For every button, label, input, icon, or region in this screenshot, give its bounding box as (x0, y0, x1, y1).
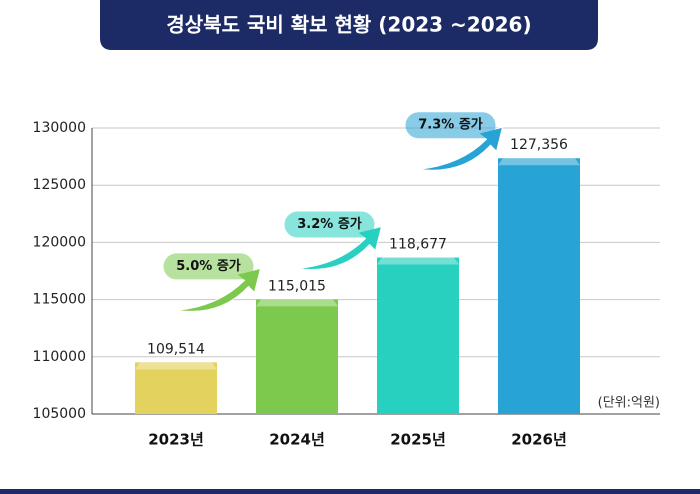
bar-cap (256, 299, 338, 307)
x-tick-label: 2024년 (269, 431, 325, 449)
bar-cap (377, 257, 459, 265)
unit-label: (단위:억원) (598, 396, 660, 411)
y-tick-label: 120000 (33, 234, 86, 250)
growth-arrow (418, 126, 504, 171)
y-tick-label: 125000 (33, 177, 86, 193)
bar (135, 362, 217, 414)
bar (377, 257, 459, 414)
annotation-pill (405, 112, 496, 139)
bar (256, 299, 338, 414)
x-tick-label: 2026년 (511, 431, 567, 449)
bottom-border (0, 489, 700, 494)
growth-arrow (176, 267, 262, 312)
chart-title: 경상북도 국비 확보 현황 (2023 ~2026) (166, 13, 531, 37)
annotation-pill (284, 211, 375, 238)
y-tick-label: 110000 (33, 349, 86, 365)
x-tick-label: 2025년 (390, 431, 446, 449)
annotation-pill (163, 253, 254, 280)
annotation: 5.0% 증가 (176, 259, 241, 274)
title-banner (100, 0, 598, 50)
bar-cap (498, 158, 580, 166)
value-label: 127,356 (510, 137, 568, 153)
annotation: 3.2% 증가 (297, 217, 362, 232)
y-tick-label: 105000 (33, 406, 86, 422)
y-tick-label: 130000 (33, 120, 86, 136)
value-label: 118,677 (389, 237, 447, 253)
value-label: 109,514 (147, 341, 205, 357)
bar-cap (135, 362, 217, 370)
annotation: 7.3% 증가 (418, 118, 483, 133)
x-tick-label: 2023년 (148, 431, 204, 449)
value-label: 115,015 (268, 278, 326, 294)
growth-arrow (297, 225, 383, 270)
y-tick-label: 115000 (33, 292, 86, 308)
bar (498, 158, 580, 414)
